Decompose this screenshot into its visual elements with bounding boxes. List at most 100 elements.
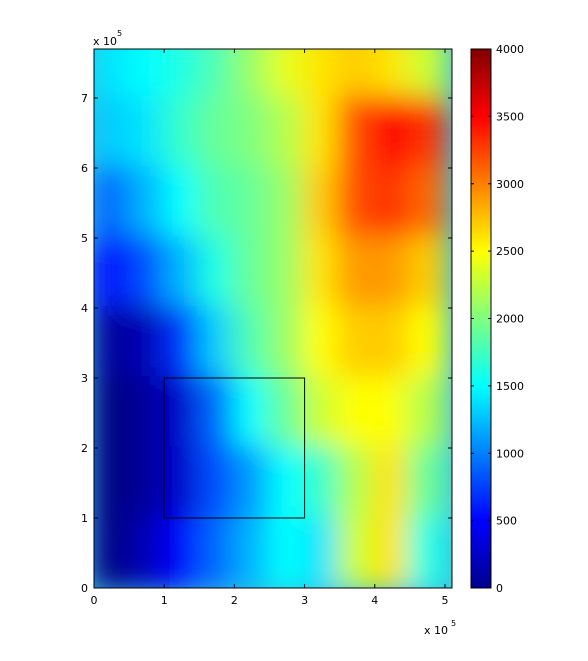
heatmap-cell [372, 516, 412, 588]
heatmap-cell [407, 306, 447, 380]
heatmap-cell [162, 49, 202, 100]
heatmap-cell [197, 96, 237, 170]
heatmap-cell [127, 49, 167, 100]
heatmap-cell [267, 236, 307, 310]
y-tick-label: 2 [81, 442, 88, 455]
heatmap-cell [162, 516, 202, 588]
heatmap-cell [94, 446, 132, 520]
heatmap-cell [267, 166, 307, 240]
heatmap-cell [337, 49, 377, 100]
y-tick-label: 6 [81, 162, 88, 175]
heatmap-cell [267, 376, 307, 450]
colorbar-tick-label: 2000 [496, 313, 524, 326]
heatmap-cell [127, 166, 167, 240]
heatmap-cell [197, 516, 237, 588]
x-tick-label: 0 [91, 594, 98, 607]
y-axis-exponent: x 10 5 [93, 29, 122, 48]
heatmap-cell [94, 49, 132, 100]
heatmap-cell [372, 166, 412, 240]
heatmap-cell [162, 446, 202, 520]
colorbar-tick-label: 1500 [496, 380, 524, 393]
heatmap-cell [94, 166, 132, 240]
heatmap-cell [372, 376, 412, 450]
x-exponent-base: x 10 [424, 624, 448, 637]
heatmap-cell [302, 376, 342, 450]
heatmap-cell [337, 96, 377, 170]
heatmap-cell [407, 96, 447, 170]
heatmap-cell [162, 96, 202, 170]
heatmap-plot-area: 0 1 2 3 4 5 0 1 2 3 4 5 6 7 [81, 48, 453, 607]
heatmap-cell [127, 236, 167, 310]
heatmap-cell [162, 166, 202, 240]
heatmap-cell [232, 446, 272, 520]
heatmap-cell [197, 236, 237, 310]
y-tick-label: 7 [81, 92, 88, 105]
heatmap-cell [127, 446, 167, 520]
x-axis-ticks: 0 1 2 3 4 5 [91, 49, 448, 607]
heatmap-cell [372, 96, 412, 170]
heatmap-cell [162, 376, 202, 450]
heatmap-cell [232, 49, 272, 100]
heatmap-cell [232, 96, 272, 170]
x-tick-label: 2 [231, 594, 238, 607]
heatmap-cell [302, 49, 342, 100]
y-tick-label: 4 [81, 302, 88, 315]
heatmap-cell [372, 446, 412, 520]
heatmap-cell [302, 96, 342, 170]
heatmap-cell [94, 376, 132, 450]
x-tick-label: 5 [441, 594, 448, 607]
heatmap-cell [267, 96, 307, 170]
heatmap-cell [302, 306, 342, 380]
heatmap-cell [337, 236, 377, 310]
region-of-interest-rectangle [163, 377, 306, 519]
colorbar-tick-label: 0 [496, 582, 503, 595]
colorbar-tick-label: 2500 [496, 245, 524, 258]
y-exponent-power: 5 [117, 29, 122, 38]
colorbar-tick-label: 1000 [496, 447, 524, 460]
heatmap-cell [197, 49, 237, 100]
heatmap-cell [372, 236, 412, 310]
colorbar-ticks: 0 500 1000 1500 2000 2500 3000 3500 4000 [471, 43, 524, 595]
heatmap-cell [94, 516, 132, 588]
heatmap-cell [94, 236, 132, 310]
heatmap-cell [302, 166, 342, 240]
colorbar-tick-label: 3000 [496, 178, 524, 191]
colorbar-tick-label: 500 [496, 515, 517, 528]
heatmap-cell [407, 236, 447, 310]
y-tick-label: 0 [81, 582, 88, 595]
y-tick-label: 3 [81, 372, 88, 385]
heatmap-cell [302, 516, 342, 588]
heatmap-cell [407, 376, 447, 450]
y-tick-label: 5 [81, 232, 88, 245]
x-axis-exponent: x 10 5 [424, 619, 456, 637]
heatmap-cell [232, 236, 272, 310]
heatmap-cell [127, 376, 167, 450]
heatmap-cell [267, 49, 307, 100]
heatmap-cell [162, 306, 202, 380]
colorbar-tick-label: 4000 [496, 43, 524, 56]
heatmap-cell [337, 306, 377, 380]
heatmap-cell [267, 306, 307, 380]
heatmap-cell [232, 376, 272, 450]
heatmap-cell [197, 446, 237, 520]
heatmap-cell [197, 376, 237, 450]
heatmap-cell [197, 306, 237, 380]
x-tick-label: 4 [371, 594, 378, 607]
heatmap-cell [407, 49, 447, 100]
heatmap-cell [197, 166, 237, 240]
heatmap-cell [232, 306, 272, 380]
heatmap-cell [337, 516, 377, 588]
heatmap-cell [267, 446, 307, 520]
heatmap-cell [372, 49, 412, 100]
colorbar: 0 500 1000 1500 2000 2500 3000 3500 4000 [470, 43, 524, 595]
heatmap-cells [94, 49, 447, 588]
heatmap-cell [337, 446, 377, 520]
heatmap-cell [127, 306, 167, 380]
y-exponent-base: x 10 [93, 35, 117, 48]
heatmap-cell [407, 166, 447, 240]
heatmap-cell [94, 96, 132, 170]
heatmap-cell [127, 516, 167, 588]
heatmap-cell [302, 236, 342, 310]
heatmap-cell [232, 516, 272, 588]
